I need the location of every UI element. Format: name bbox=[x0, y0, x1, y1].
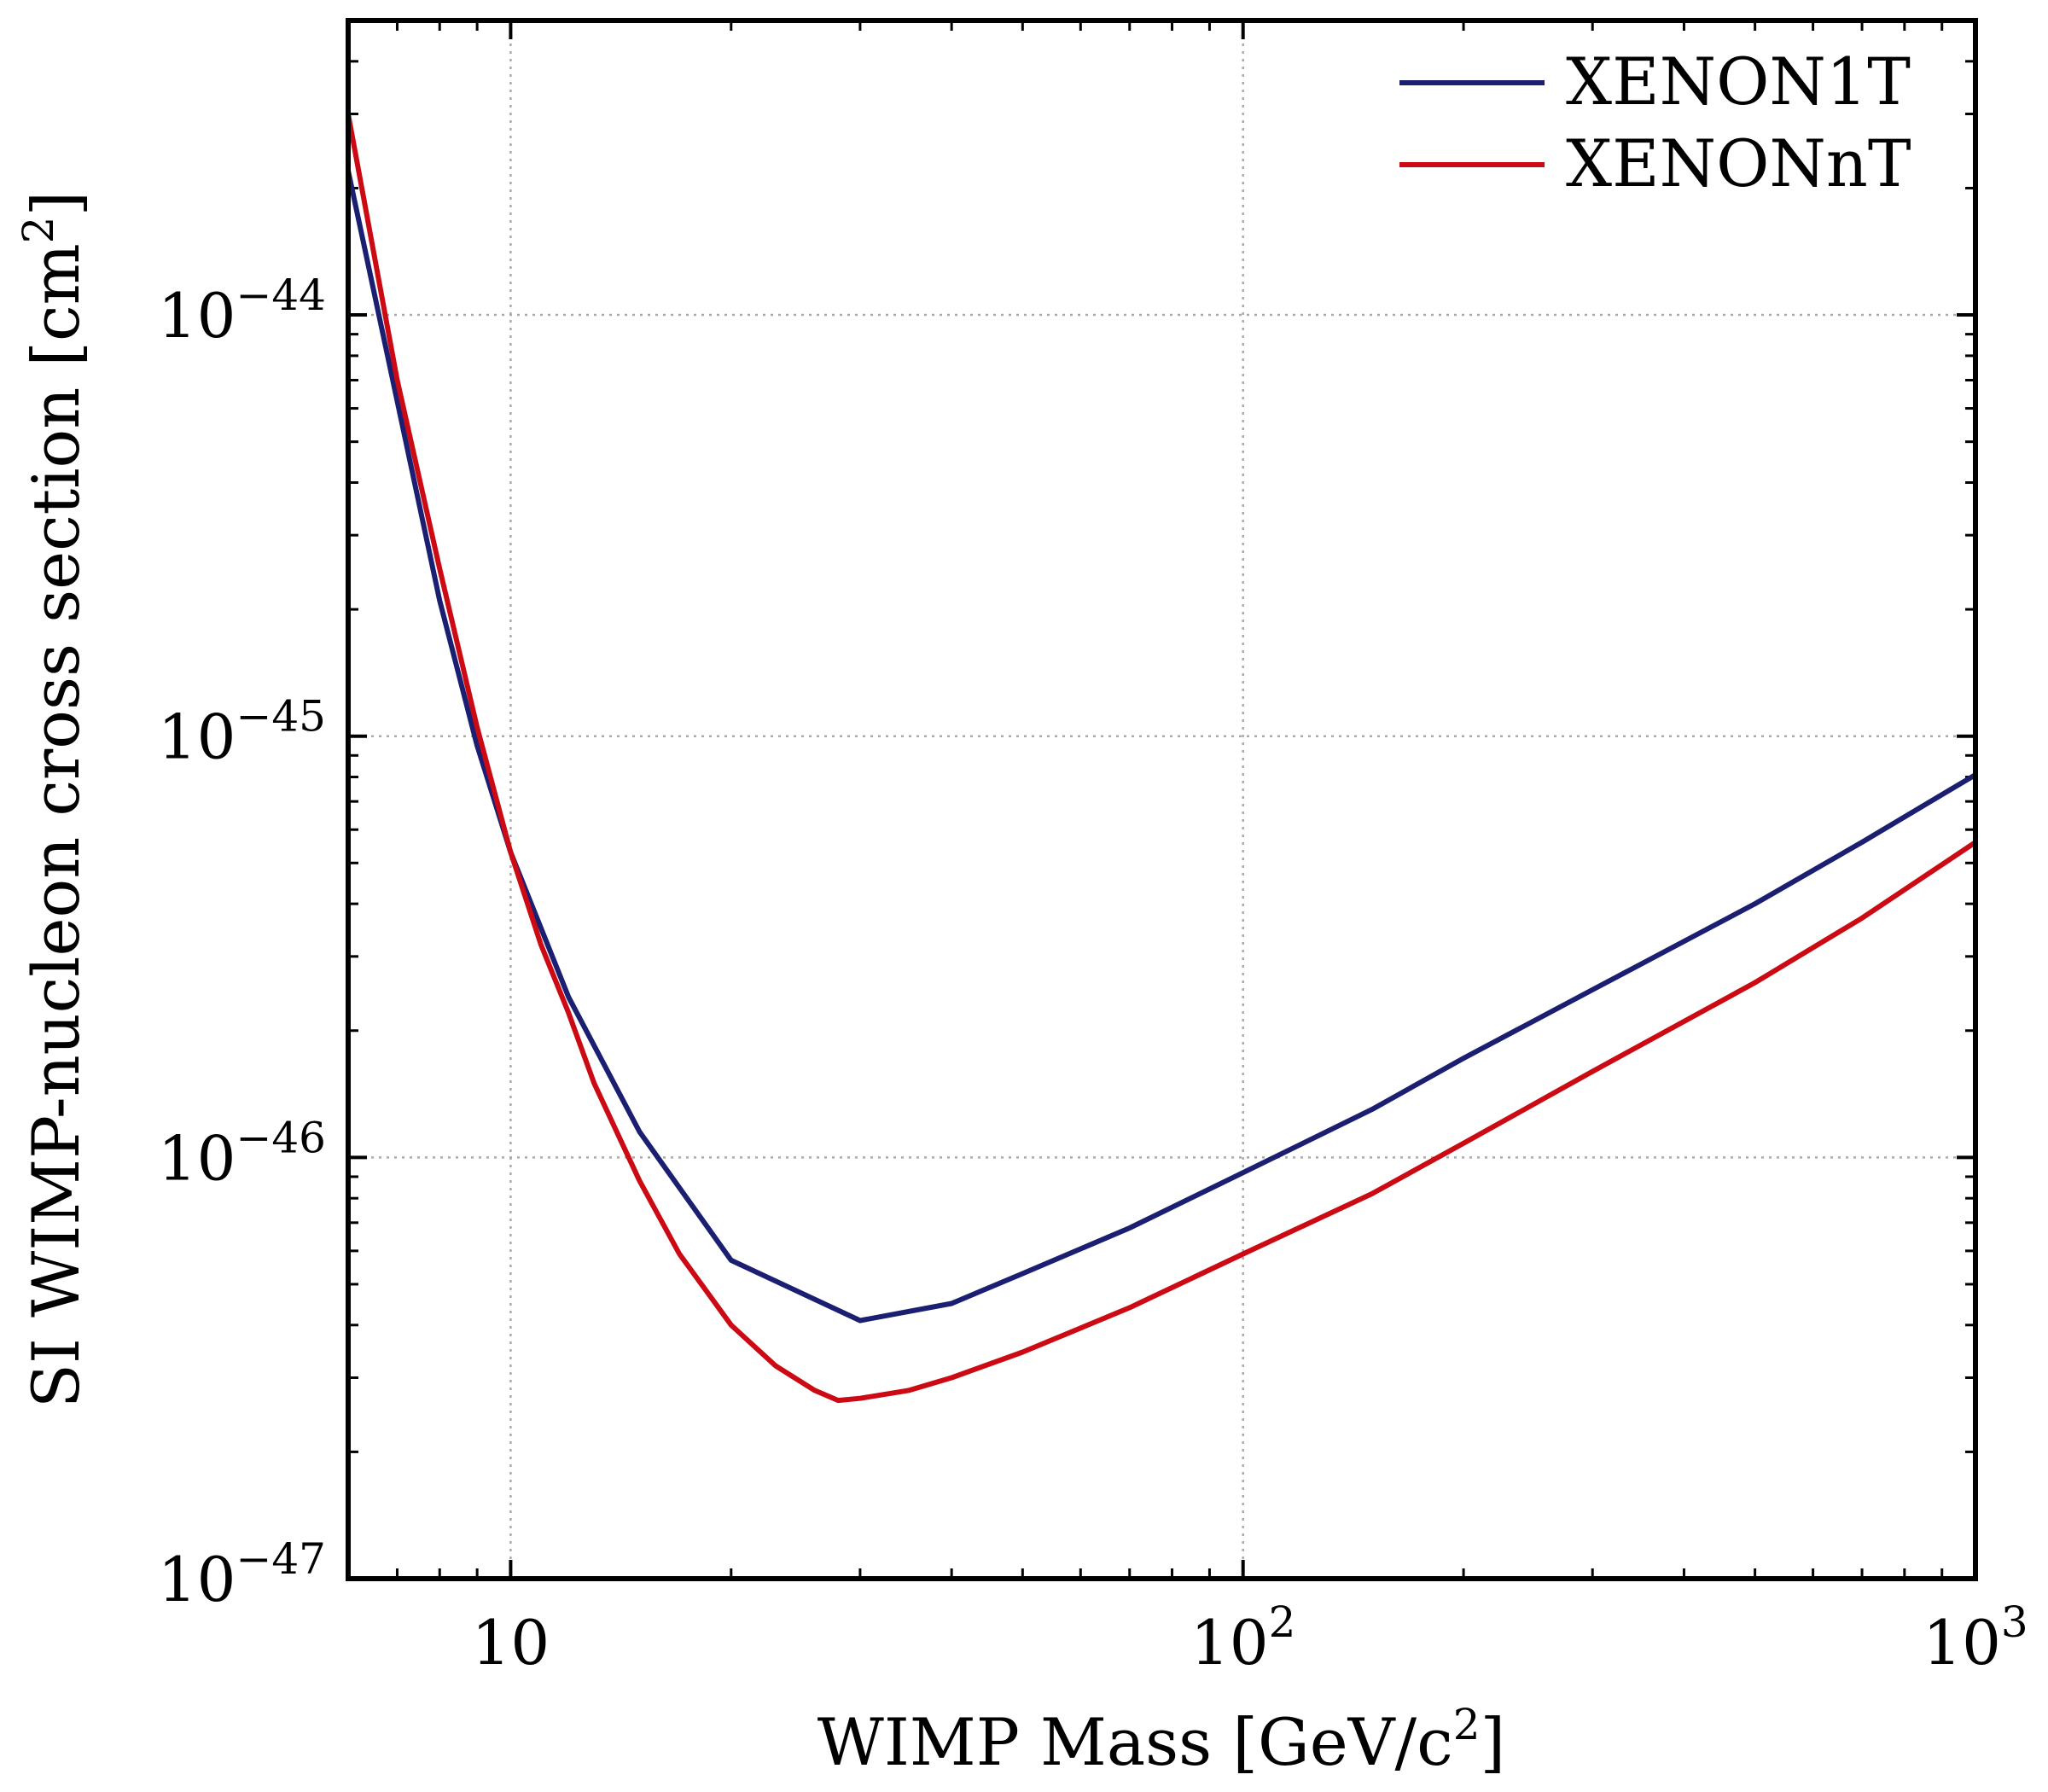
series-lines bbox=[346, 111, 1978, 1404]
minor-ticks bbox=[346, 19, 1975, 1579]
series-line-xenonnt bbox=[346, 111, 1978, 1404]
tick-labels: 10 102 103 10−47 10−46 10−45 10−44 bbox=[158, 271, 2028, 1679]
legend-label-xenonnt: XENONnT bbox=[1566, 125, 1911, 201]
x-axis-label: WIMP Mass [GeV/c2] bbox=[817, 1700, 1505, 1780]
y-tick-label: 10−45 bbox=[158, 692, 326, 773]
major-ticks bbox=[348, 20, 1977, 1580]
y-tick-label: 10−46 bbox=[158, 1113, 326, 1194]
plot-frame bbox=[346, 18, 1978, 1581]
y-axis-label: SI WIMP-nucleon cross section [cm2] bbox=[14, 191, 94, 1408]
y-tick-label: 10−47 bbox=[158, 1534, 326, 1615]
legend-label-xenon1t: XENON1T bbox=[1566, 44, 1911, 119]
x-tick-label: 102 bbox=[1190, 1597, 1295, 1679]
legend: XENON1T XENONnT bbox=[1399, 44, 1911, 201]
x-tick-label: 10 bbox=[472, 1607, 550, 1679]
series-line-xenon1t bbox=[346, 168, 1978, 1324]
grid-lines bbox=[348, 20, 1975, 1579]
x-tick-label: 103 bbox=[1923, 1597, 2028, 1679]
y-tick-label: 10−44 bbox=[158, 271, 326, 352]
